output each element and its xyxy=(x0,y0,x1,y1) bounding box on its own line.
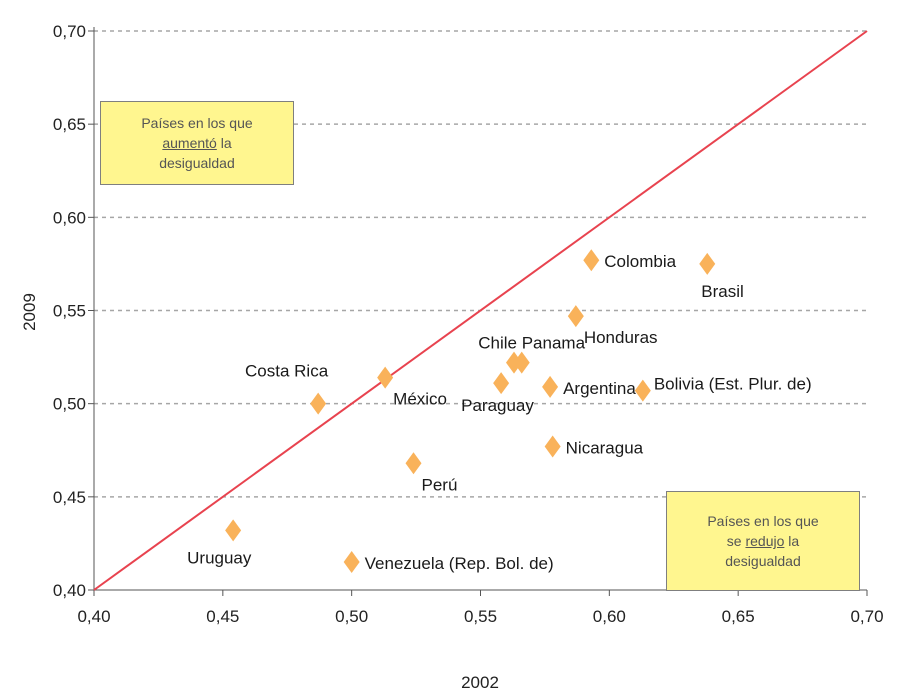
annotation-increase-keyword: aumentó xyxy=(162,135,217,151)
reference-line xyxy=(93,30,868,591)
data-point-marker xyxy=(405,452,422,475)
point-label: México xyxy=(393,390,447,409)
point-label: Colombia xyxy=(604,252,676,271)
x-tick-label: 0,55 xyxy=(464,607,497,626)
point-labels: Colombia Brasil Honduras Chile Panama Costa R… xyxy=(187,252,811,573)
data-point-marker xyxy=(343,551,360,574)
y-tick-label: 0,70 xyxy=(53,22,86,41)
annotation-increase-line3: desigualdad xyxy=(159,155,235,171)
point-label: Argentina xyxy=(563,379,636,398)
point-label: Bolivia (Est. Plur. de) xyxy=(654,375,812,394)
point-label: Brasil xyxy=(701,282,744,301)
data-point-marker xyxy=(513,351,530,374)
annotation-decrease-la: la xyxy=(788,533,800,549)
y-tick-label: 0,65 xyxy=(53,115,86,134)
point-label: Costa Rica xyxy=(245,362,329,381)
annotation-decrease-line1: Países en los que xyxy=(707,513,819,529)
x-tick-label: 0,50 xyxy=(335,607,368,626)
data-point-marker xyxy=(544,435,561,458)
point-label: Honduras xyxy=(584,328,658,347)
equality-line xyxy=(93,30,868,591)
annotation-increase-box: Países en los que aumentó la desigualdad xyxy=(100,101,294,185)
data-point-marker xyxy=(634,379,651,402)
point-label: Venezuela (Rep. Bol. de) xyxy=(365,554,554,573)
data-point-marker xyxy=(542,375,559,398)
data-point-marker xyxy=(583,249,600,272)
data-points xyxy=(225,249,716,574)
y-tick-label: 0,50 xyxy=(53,395,86,414)
annotation-increase-la: la xyxy=(220,135,232,151)
point-label: Chile xyxy=(478,334,517,353)
data-point-marker xyxy=(567,305,584,328)
point-label: Paraguay xyxy=(461,396,534,415)
annotation-decrease-line3: desigualdad xyxy=(725,553,801,569)
y-tick-label: 0,60 xyxy=(53,208,86,227)
x-tick-label: 0,65 xyxy=(722,607,755,626)
x-tick-label: 0,70 xyxy=(850,607,883,626)
x-tick-label: 0,45 xyxy=(206,607,239,626)
data-point-marker xyxy=(225,519,242,542)
data-point-marker xyxy=(493,372,510,395)
x-axis-title: 2002 xyxy=(461,673,499,692)
y-tick-label: 0,45 xyxy=(53,488,86,507)
data-point-marker xyxy=(699,252,716,275)
x-tick-label: 0,60 xyxy=(593,607,626,626)
y-axis-title: 2009 xyxy=(20,293,39,331)
annotation-decrease-keyword: redujo xyxy=(745,533,785,549)
point-label: Nicaragua xyxy=(566,439,644,458)
point-label: Perú xyxy=(422,475,458,494)
point-label: Uruguay xyxy=(187,548,252,567)
point-label: Panama xyxy=(522,334,586,353)
axes: 0,40 0,45 0,50 0,55 0,60 0,65 0,70 0,40 0,45 0,50… xyxy=(53,22,884,626)
data-point-marker xyxy=(377,366,394,389)
data-point-marker xyxy=(310,392,327,415)
annotation-increase-line1: Países en los que xyxy=(141,115,253,131)
annotation-decrease-se: se xyxy=(726,533,742,549)
x-tick-label: 0,40 xyxy=(77,607,110,626)
y-tick-label: 0,40 xyxy=(53,581,86,600)
y-tick-label: 0,55 xyxy=(53,302,86,321)
annotation-decrease-box: Países en los que se redujo la desiguald… xyxy=(666,491,860,591)
